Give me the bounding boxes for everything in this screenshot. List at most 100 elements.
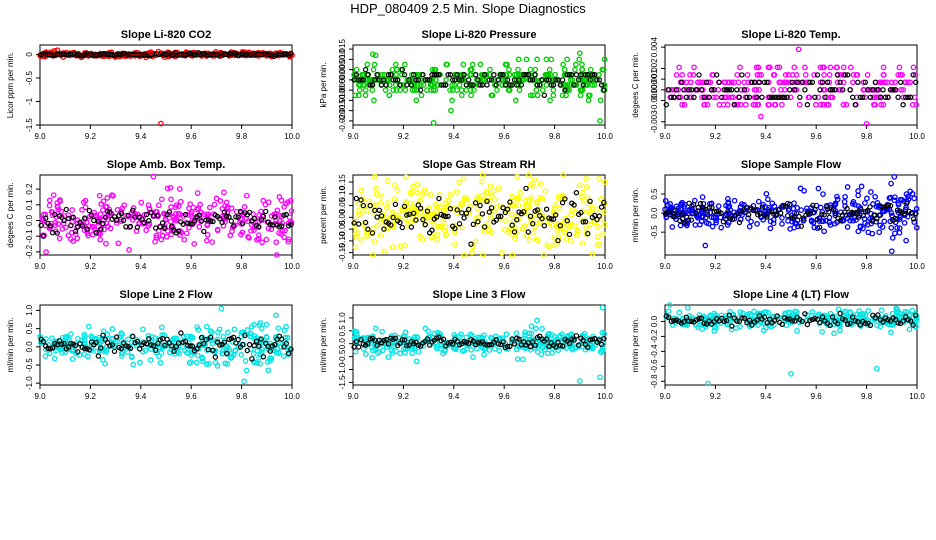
- data-point-black: [817, 87, 823, 93]
- data-points: [38, 173, 295, 258]
- data-point: [733, 101, 740, 108]
- data-point: [546, 66, 553, 73]
- data-point-black: [260, 213, 267, 220]
- data-point-black: [237, 208, 244, 215]
- data-point: [746, 223, 753, 230]
- y-tick-label: 0.0: [338, 338, 347, 350]
- data-point: [267, 358, 274, 364]
- y-tick-label: -0.10: [338, 231, 347, 250]
- data-point-black: [829, 87, 836, 93]
- data-point: [471, 87, 477, 93]
- x-tick-label: 9.2: [85, 262, 97, 271]
- y-tick-label: -1.5: [338, 375, 347, 389]
- data-point: [382, 87, 389, 93]
- data-point: [902, 79, 909, 86]
- data-point: [909, 190, 916, 197]
- data-point-black: [429, 227, 435, 233]
- data-point-outlier: [158, 120, 164, 127]
- chart-title: Slope Sample Flow: [741, 159, 842, 171]
- data-point: [209, 239, 215, 245]
- data-point-black: [358, 77, 364, 83]
- data-point: [119, 205, 126, 212]
- data-point: [404, 77, 411, 83]
- data-point-black: [134, 338, 141, 345]
- data-point: [399, 207, 405, 214]
- data-point: [840, 101, 847, 108]
- data-point: [847, 309, 854, 316]
- data-point-black: [777, 94, 783, 101]
- data-point: [274, 207, 281, 214]
- data-point-black: [759, 204, 766, 210]
- data-point-black: [40, 233, 47, 239]
- data-point: [373, 185, 379, 192]
- data-point-black: [38, 222, 44, 229]
- data-point: [579, 87, 586, 93]
- data-point: [431, 221, 437, 227]
- data-point: [508, 212, 515, 218]
- data-point-black: [97, 345, 104, 351]
- data-point: [567, 223, 573, 230]
- data-point-black: [729, 323, 735, 329]
- data-point-black: [456, 221, 463, 227]
- data-point: [486, 347, 493, 353]
- data-point: [273, 239, 280, 246]
- data-point-black: [679, 211, 685, 218]
- y-axis-label: degees C per min.: [631, 52, 640, 117]
- data-point-black: [397, 219, 403, 226]
- data-point: [793, 86, 800, 93]
- data-point-black: [671, 318, 677, 324]
- data-point-black: [553, 212, 559, 218]
- data-point-black: [670, 213, 676, 220]
- data-point-black: [789, 215, 795, 221]
- data-point: [379, 328, 385, 335]
- data-point-black: [392, 201, 399, 208]
- data-point-black: [49, 345, 56, 351]
- data-point-black: [196, 342, 202, 348]
- data-point-black: [580, 219, 586, 225]
- data-point: [913, 101, 920, 108]
- data-point: [779, 215, 785, 221]
- data-point-black: [805, 210, 811, 216]
- data-point: [690, 72, 697, 78]
- data-point-black: [764, 79, 770, 86]
- data-point: [203, 361, 210, 367]
- data-point: [864, 72, 871, 78]
- data-point: [841, 198, 848, 205]
- data-point: [785, 218, 791, 224]
- x-tick-label: 9.8: [861, 262, 873, 271]
- data-point-black: [235, 214, 241, 220]
- data-point: [69, 347, 75, 353]
- data-point: [229, 228, 235, 235]
- data-point-black: [411, 71, 417, 78]
- y-tick-label: 0.005: [338, 59, 347, 80]
- data-point: [862, 220, 868, 227]
- data-point-black: [111, 348, 118, 355]
- data-point-black: [589, 336, 596, 342]
- data-point-black: [809, 79, 816, 86]
- data-point: [168, 231, 175, 238]
- data-point: [55, 221, 62, 227]
- data-point-black: [65, 344, 72, 350]
- data-point: [258, 349, 265, 355]
- data-point: [889, 235, 896, 241]
- data-point: [513, 71, 520, 78]
- data-point-black: [804, 101, 811, 108]
- data-point: [208, 329, 215, 335]
- data-point: [725, 94, 732, 101]
- data-point: [195, 326, 202, 333]
- data-point: [88, 341, 95, 348]
- data-point: [723, 202, 729, 209]
- data-point: [449, 97, 455, 104]
- data-point-black: [553, 344, 559, 350]
- data-point: [275, 350, 282, 357]
- data-point: [561, 229, 568, 236]
- data-point-black: [771, 94, 778, 101]
- data-point-black: [713, 208, 720, 214]
- data-point: [839, 217, 846, 223]
- data-point-black: [246, 341, 253, 348]
- data-point: [213, 195, 220, 202]
- y-tick-label: -1.0: [25, 376, 34, 390]
- x-tick-label: 9.4: [760, 392, 772, 401]
- data-point: [880, 72, 887, 78]
- data-point: [490, 188, 497, 195]
